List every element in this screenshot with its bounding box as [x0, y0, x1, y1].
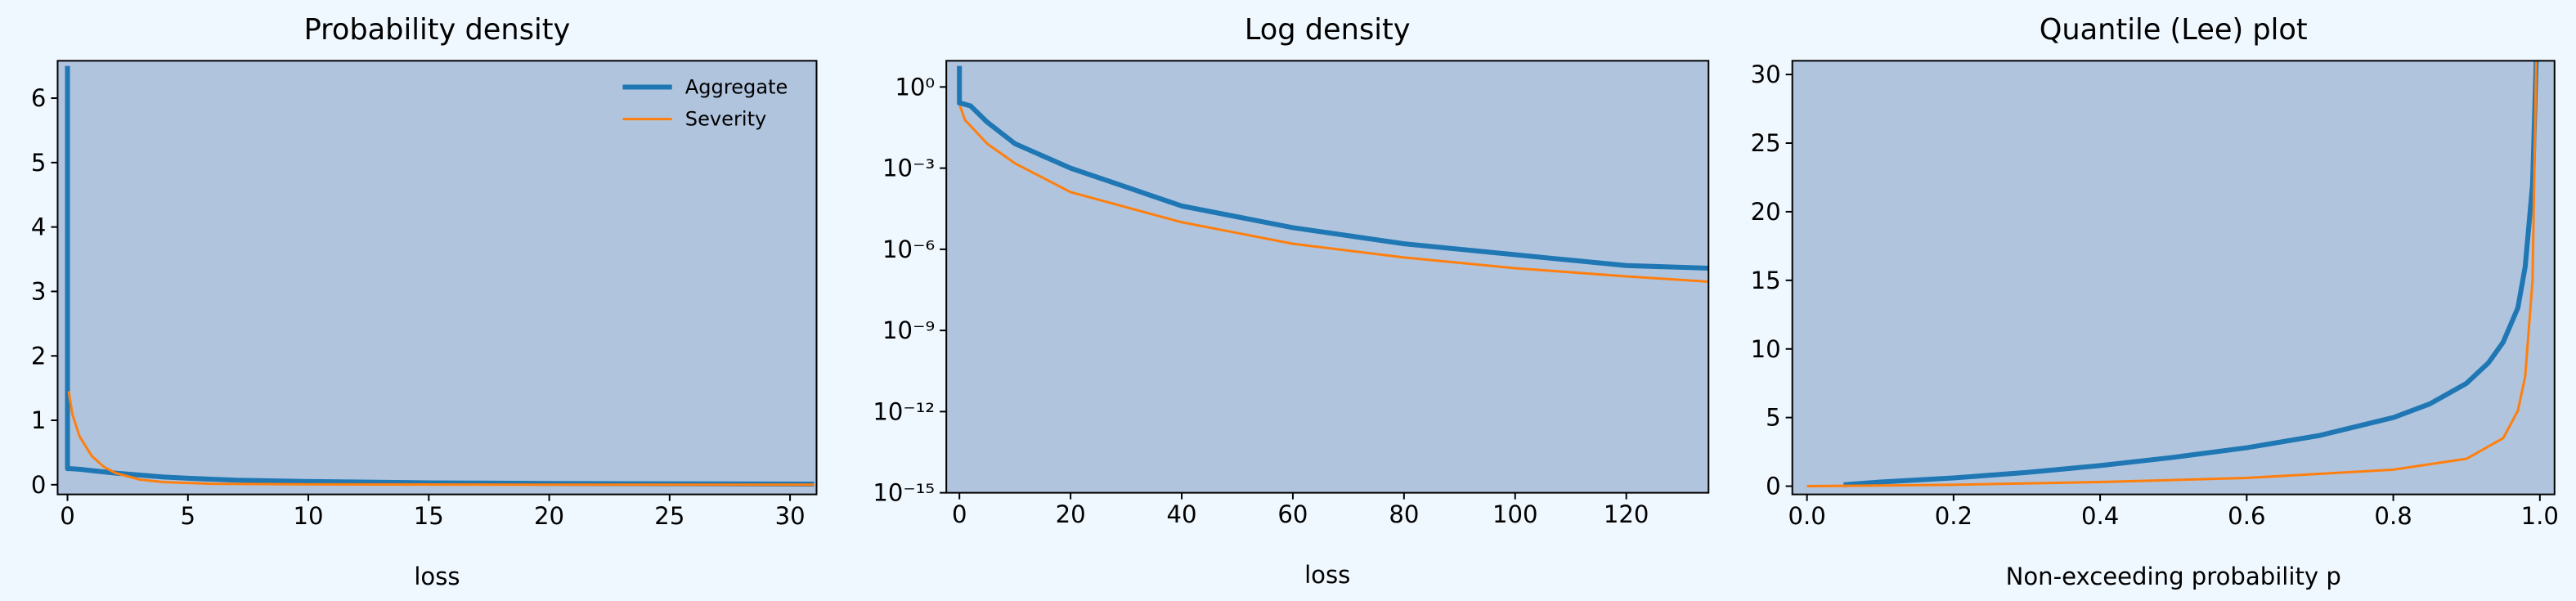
plot-area — [1792, 61, 2555, 495]
plot-area — [946, 61, 1709, 493]
series-group — [65, 65, 815, 487]
series-line — [1843, 61, 2539, 487]
y-tick-label: 30 — [1751, 61, 1781, 88]
y-tick-label: 10⁻⁹ — [882, 316, 935, 344]
x-tick-label: 80 — [1389, 500, 1419, 528]
x-axis-label: loss — [1304, 561, 1350, 589]
chart-title: Quantile (Lee) plot — [2040, 13, 2308, 47]
y-tick-label: 2 — [31, 342, 47, 370]
x-tick-label: 60 — [1277, 500, 1308, 528]
y-tick-label: 10⁻¹² — [873, 397, 935, 425]
series-line — [957, 65, 1709, 271]
y-tick-label: 0 — [31, 471, 47, 499]
x-tick-label: 40 — [1167, 500, 1197, 528]
y-tick-label: 10⁻¹⁵ — [873, 479, 935, 507]
chart: 0 5 10 15 20 25 30 0 1 2 3 4 5 6 Probability density lo… — [31, 13, 818, 590]
x-tick-label: 15 — [414, 502, 444, 530]
x-tick-label: 5 — [181, 502, 196, 530]
plot-area — [57, 61, 817, 495]
chart-title: Log density — [1245, 13, 1411, 47]
y-tick-label: 10 — [1751, 335, 1781, 363]
x-axis-label: Non-exceeding probability p — [2006, 563, 2341, 590]
y-tick-label: 10⁰ — [895, 73, 935, 101]
x-tick-label: 0 — [952, 500, 967, 528]
x-tick-label: 0 — [60, 502, 75, 530]
y-tick-label: 20 — [1751, 198, 1781, 226]
y-tick-label: 0 — [1766, 473, 1781, 500]
x-tick-label: 25 — [654, 502, 684, 530]
legend-label: Aggregate — [685, 75, 788, 98]
y-tick-label: 1 — [31, 406, 47, 434]
x-tick-label: 0.0 — [1788, 502, 1825, 530]
y-tick-label: 5 — [1766, 404, 1781, 432]
y-tick-label: 5 — [31, 149, 47, 177]
x-tick-label: 10 — [294, 502, 324, 530]
y-tick-label: 10⁻⁶ — [882, 235, 935, 263]
x-tick-label: 0.8 — [2374, 502, 2412, 530]
x-tick-label: 0.4 — [2081, 502, 2119, 530]
series-group — [1806, 61, 2539, 488]
plot-frame — [56, 60, 818, 496]
plot-frame — [1791, 60, 2556, 496]
series-line — [1806, 61, 2538, 488]
y-tick-label: 25 — [1751, 129, 1781, 157]
y-tick-label: 15 — [1751, 267, 1781, 294]
series-line — [67, 391, 815, 487]
chart-title: Probability density — [304, 13, 571, 47]
y-tick-label: 4 — [31, 213, 47, 241]
y-tick-label: 3 — [31, 277, 47, 305]
x-tick-label: 0.2 — [1935, 502, 1972, 530]
x-tick-label: 20 — [534, 502, 564, 530]
x-tick-label: 20 — [1056, 500, 1086, 528]
y-tick-label: 6 — [31, 84, 47, 112]
chart: 0 20 40 60 80 100 120 10⁰ 10⁻³ 10⁻⁶ 10⁻⁹ 10⁻¹² 10⁻¹⁵… — [873, 13, 1710, 589]
series-line — [958, 105, 1709, 284]
x-tick-label: 1.0 — [2521, 502, 2559, 530]
series-line — [65, 65, 815, 487]
plot-frame — [945, 60, 1710, 494]
x-tick-label: 0.6 — [2228, 502, 2265, 530]
x-tick-label: 120 — [1604, 500, 1649, 528]
x-axis-label: loss — [414, 563, 460, 590]
x-tick-label: 30 — [775, 502, 806, 530]
legend-label: Severity — [685, 108, 767, 131]
x-tick-label: 100 — [1492, 500, 1538, 528]
y-tick-label: 10⁻³ — [882, 155, 935, 182]
series-group — [957, 65, 1709, 284]
chart: 0.0 0.2 0.4 0.6 0.8 1.0 0 5 10 15 20 25 30 Quantile (… — [1751, 13, 2559, 590]
